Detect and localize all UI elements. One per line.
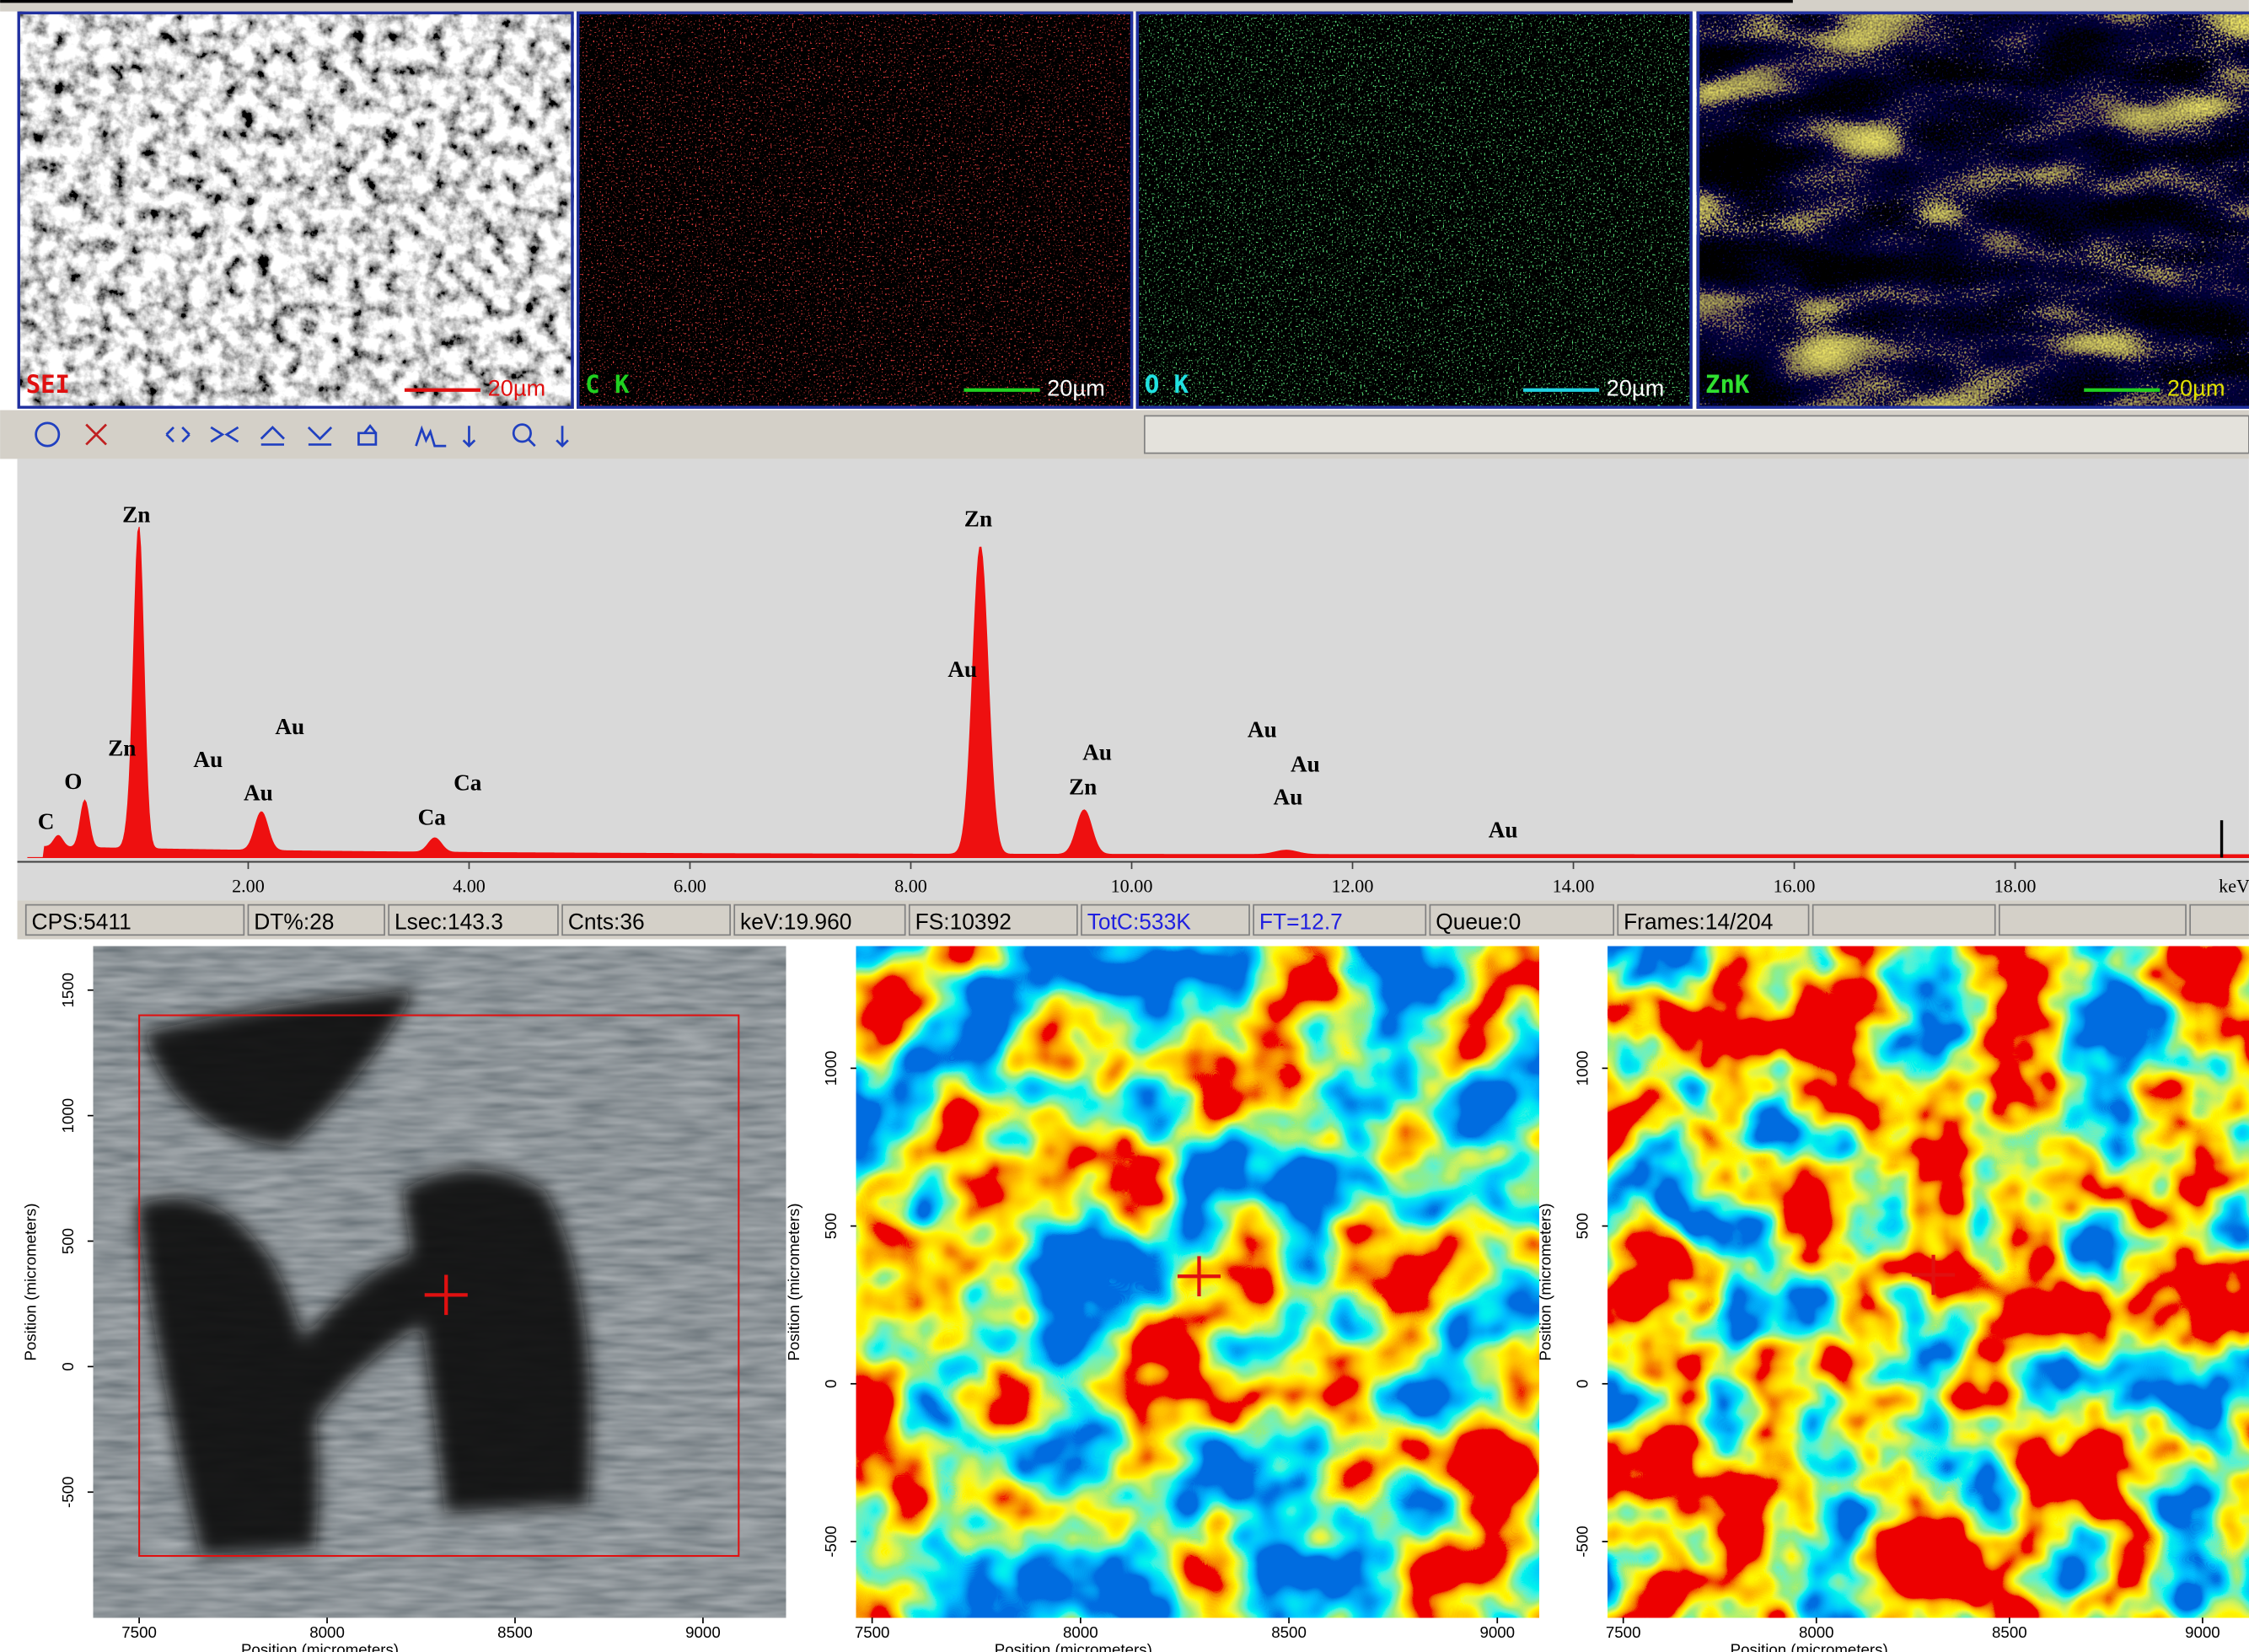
screen: SEI 20µm C K 20µm O K 20µm ZnK 20µm CO Zn Zn Au Au A… xyxy=(0,0,2249,1652)
y-tick-label: 500 xyxy=(1574,1213,1591,1239)
y-tick-label: 1500 xyxy=(59,973,77,1008)
x-tick-label: 10.00 xyxy=(1111,875,1153,896)
map-image xyxy=(1136,12,1693,409)
y-tick-label: -500 xyxy=(822,1526,840,1557)
peak-label: Zn xyxy=(964,506,992,531)
peak-label: Zn xyxy=(108,736,136,761)
status-field: CPS:5411 xyxy=(32,909,132,935)
map-label: SEI xyxy=(26,370,70,399)
x-tick-label: 9000 xyxy=(685,1623,721,1641)
peak-label: Zn xyxy=(1069,775,1097,800)
peak-label: C xyxy=(38,808,55,834)
map-image xyxy=(18,12,574,409)
map-label: O K xyxy=(1145,370,1189,399)
x-axis-label: Position (micrometers) xyxy=(995,1640,1152,1652)
x-tick-label: 8500 xyxy=(1271,1623,1307,1641)
scale-label: 20µm xyxy=(2167,375,2225,401)
x-tick-label: 8000 xyxy=(1799,1623,1834,1641)
map-image xyxy=(1608,947,2249,1617)
x-tick-label: 12.00 xyxy=(1332,875,1374,896)
scale-label: 20µm xyxy=(1047,375,1105,401)
x-tick-label: 8.00 xyxy=(894,875,927,896)
status-field: Lsec:143.3 xyxy=(395,909,503,935)
x-tick-label: 16.00 xyxy=(1774,875,1816,896)
axis-unit: keV xyxy=(2219,875,2249,896)
y-tick-label: 0 xyxy=(59,1362,77,1370)
x-tick-label: 8500 xyxy=(497,1623,533,1641)
peak-label: Au xyxy=(947,657,977,682)
y-axis-label: Position (micrometers) xyxy=(785,1204,802,1361)
y-tick-label: 1000 xyxy=(59,1098,77,1134)
scale-label: 20µm xyxy=(1607,375,1665,401)
y-tick-label: 0 xyxy=(822,1380,840,1388)
peak-label: Au xyxy=(1248,717,1277,743)
y-tick-label: 0 xyxy=(1574,1380,1591,1388)
status-field: keV:19.960 xyxy=(740,909,851,935)
x-tick-label: 7500 xyxy=(855,1623,890,1641)
status-field: Frames:14/204 xyxy=(1624,909,1773,935)
x-tick-label: 6.00 xyxy=(674,875,706,896)
x-tick-label: 14.00 xyxy=(1553,875,1595,896)
toolbar-field xyxy=(1145,416,2249,453)
x-tick-label: 2.00 xyxy=(232,875,265,896)
peak-label: Au xyxy=(1082,740,1112,765)
status-field: TotC:533K xyxy=(1087,909,1192,935)
x-tick-label: 8000 xyxy=(309,1623,345,1641)
peak-label: Au xyxy=(275,714,304,739)
x-tick-label: 7500 xyxy=(1606,1623,1641,1641)
x-tick-label: 9000 xyxy=(2185,1623,2220,1641)
y-axis-label: Position (micrometers) xyxy=(1536,1204,1554,1361)
peak-label: Ca xyxy=(454,770,482,795)
y-tick-label: 1000 xyxy=(1574,1051,1591,1086)
peak-label: Au xyxy=(1291,751,1320,776)
x-tick-label: 7500 xyxy=(121,1623,157,1641)
map-label: C K xyxy=(585,370,630,399)
y-tick-label: 500 xyxy=(822,1213,840,1239)
peak-label: Au xyxy=(193,747,223,772)
status-field: Queue:0 xyxy=(1436,909,1521,935)
x-tick-label: 8500 xyxy=(1992,1623,2027,1641)
x-axis-label: Position (micrometers) xyxy=(1731,1640,1888,1652)
peak-label: Au xyxy=(1274,784,1303,809)
peak-label: Ca xyxy=(418,804,447,829)
y-axis-label: Position (micrometers) xyxy=(22,1204,40,1361)
x-tick-label: 4.00 xyxy=(453,875,486,896)
x-tick-label: 18.00 xyxy=(1994,875,2037,896)
x-tick-label: 9000 xyxy=(1479,1623,1515,1641)
peak-label: Zn xyxy=(122,502,150,527)
y-tick-label: -500 xyxy=(59,1477,77,1508)
status-field: DT%:28 xyxy=(254,909,334,935)
position-maps: 7500 8000 8500 9000 -500 0 500 1000 1500 Position… xyxy=(22,947,2249,1652)
peak-label: Au xyxy=(1489,818,1518,843)
status-field: FS:10392 xyxy=(915,909,1012,935)
peak-label: O xyxy=(64,769,82,794)
status-field: Cnts:36 xyxy=(568,909,645,935)
spectrum-panel xyxy=(18,459,2249,900)
y-tick-label: 500 xyxy=(59,1228,77,1254)
y-tick-label: 1000 xyxy=(822,1051,840,1086)
x-tick-label: 8000 xyxy=(1063,1623,1098,1641)
x-axis-label: Position (micrometers) xyxy=(241,1640,399,1652)
y-tick-label: -500 xyxy=(1574,1526,1591,1557)
peak-label: Au xyxy=(244,780,273,805)
status-bar: CPS:5411 DT%:28 Lsec:143.3 Cnts:36 keV:19.96… xyxy=(18,900,2249,939)
map-image xyxy=(577,12,1133,409)
scale-label: 20µm xyxy=(488,375,546,401)
map-label: ZnK xyxy=(1705,370,1750,399)
map-image xyxy=(1697,12,2249,409)
status-field: FT=12.7 xyxy=(1259,909,1343,935)
